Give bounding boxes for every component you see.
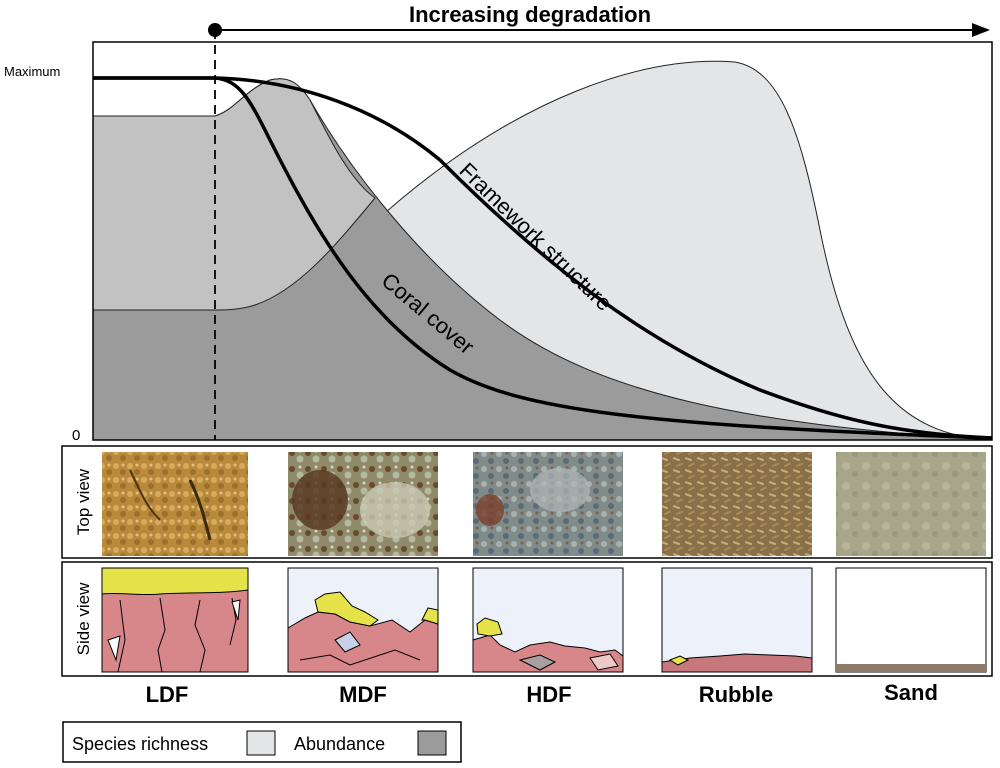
y-min-label: 0 — [72, 427, 80, 444]
category-hdf: HDF — [526, 682, 571, 707]
category-mdf: MDF — [339, 682, 387, 707]
category-rubble: Rubble — [699, 682, 774, 707]
side-view-hdf — [472, 567, 624, 673]
legend-species-richness-swatch — [246, 730, 276, 756]
plot-area — [92, 30, 993, 441]
top-view-hdf — [473, 452, 623, 556]
legend-abundance-label: Abundance — [294, 734, 385, 754]
y-max-label: Maximum — [4, 64, 60, 79]
category-ldf: LDF — [146, 682, 189, 707]
category-sand: Sand — [884, 680, 938, 705]
side-view-label: Side view — [74, 582, 93, 655]
top-view-mdf — [288, 452, 438, 556]
side-view-sand — [835, 567, 987, 673]
top-view-rubble — [662, 452, 812, 556]
side-view-mdf — [287, 567, 439, 673]
side-view-rubble — [661, 567, 813, 673]
plot-frame — [92, 41, 993, 441]
legend-species-richness-label: Species richness — [72, 734, 208, 754]
top-view-label: Top view — [74, 468, 93, 535]
header-title: Increasing degradation — [409, 2, 651, 27]
top-view-sand — [836, 452, 986, 556]
coral-cover-curve — [93, 76, 993, 440]
legend-abundance-swatch — [417, 730, 447, 756]
top-view-ldf — [102, 452, 248, 556]
legend: Species richness Abundance — [62, 721, 462, 763]
framework-structure-curve — [93, 76, 993, 440]
side-view-ldf — [101, 567, 249, 673]
